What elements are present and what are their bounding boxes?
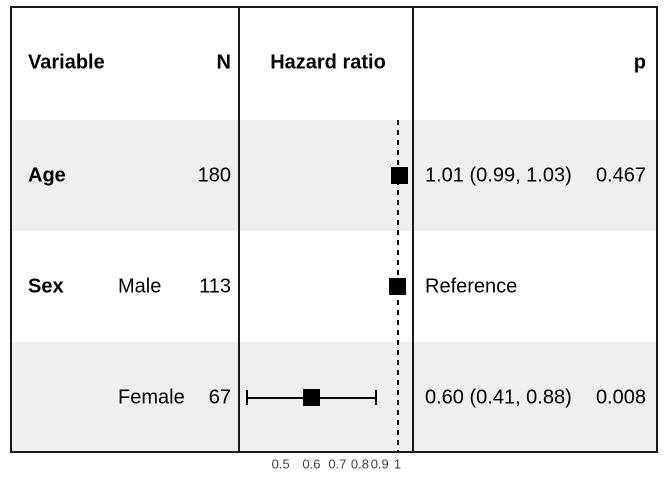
row-p-age: 0.467 [595, 164, 646, 187]
row-n-male: 113 [199, 275, 231, 298]
column-header-n: N [216, 51, 231, 74]
ci-cap-right [374, 390, 377, 405]
row-variable-sex: Sex [28, 275, 64, 298]
row-estimate-male: Reference [425, 275, 518, 298]
row-p-female: 0.008 [595, 386, 646, 409]
row-level-male: Male [118, 275, 162, 298]
row-level-female: Female [118, 386, 185, 409]
ci-cap-left [246, 390, 249, 405]
axis-tick-label: 1 [393, 456, 402, 472]
axis-tick-label: 0.7 [328, 456, 347, 472]
hr-marker [302, 389, 320, 406]
column-divider-right [412, 6, 414, 453]
axis-tick-label: 0.5 [271, 456, 290, 472]
axis-tick-label: 0.6 [302, 456, 321, 472]
axis-tick-label: 0.8 [350, 456, 369, 472]
column-header-variable: Variable [28, 51, 105, 74]
row-band-sex-male [11, 231, 657, 342]
row-estimate-age: 1.01 (0.99, 1.03) [425, 164, 572, 187]
column-header-p: p [633, 51, 646, 74]
column-header-hazard-ratio: Hazard ratio [270, 51, 386, 74]
axis-tick-label: 0.9 [370, 456, 389, 472]
row-variable-age: Age [28, 164, 66, 187]
row-estimate-female: 0.60 (0.41, 0.88) [425, 386, 572, 409]
row-n-age: 180 [197, 164, 231, 187]
hr-marker [389, 278, 406, 295]
column-divider-left [238, 6, 240, 453]
hr-marker [390, 167, 408, 184]
row-n-female: 67 [208, 386, 231, 409]
row-band-age [11, 120, 657, 231]
